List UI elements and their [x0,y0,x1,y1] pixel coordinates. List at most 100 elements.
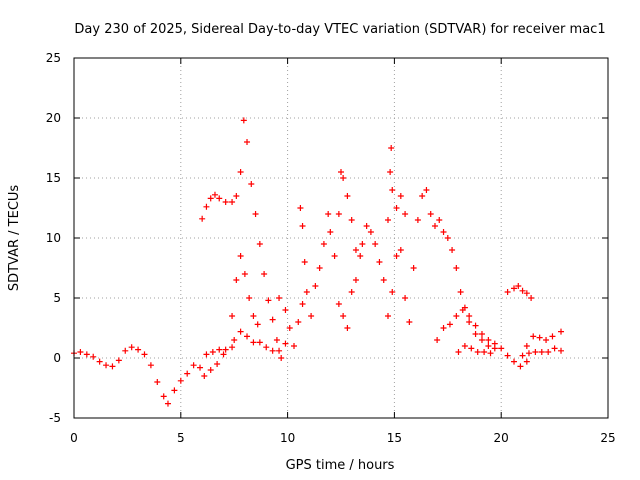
data-point [397,193,404,199]
data-point [211,191,218,198]
data-point [122,347,129,354]
data-point [216,195,223,202]
chart-title: Day 230 of 2025, Sidereal Day-to-day VTE… [74,22,605,37]
data-point [504,352,511,359]
data-point [472,322,479,329]
data-point [558,328,565,335]
data-point [472,331,479,337]
data-point [250,339,257,346]
x-tick-label: 5 [177,431,185,445]
data-point [515,283,522,289]
data-point [459,307,466,313]
data-point [316,265,323,271]
data-point [335,301,342,307]
data-point [282,307,289,313]
data-point [466,319,473,325]
data-point [229,344,236,351]
data-point [532,349,539,355]
data-point [299,223,306,229]
data-point [453,313,460,319]
data-point [384,217,391,223]
data-point [256,339,263,346]
data-point [457,289,464,295]
data-point [504,289,511,295]
data-point [207,195,214,202]
data-point [352,247,359,253]
data-point [344,193,351,199]
x-tick-label: 0 [70,431,78,445]
data-point [523,358,530,365]
data-points [71,117,565,407]
data-point [77,349,84,355]
data-point [263,344,270,351]
data-point [478,337,485,343]
y-tick-label: 25 [46,51,61,65]
data-point [444,235,451,241]
data-point [128,344,135,351]
y-tick-label: -5 [49,411,61,425]
data-point [517,363,524,370]
data-point [209,349,216,355]
data-point [312,283,319,289]
data-point [474,349,481,355]
x-tick-label: 15 [387,431,402,445]
data-point [335,211,342,217]
data-point [248,181,255,187]
data-point [528,295,535,301]
y-tick-label: 5 [53,291,61,305]
data-point [525,350,532,357]
data-point [197,364,204,371]
data-point [536,334,543,341]
data-point [241,271,248,277]
data-point [199,215,206,222]
data-point [340,175,347,181]
data-point [237,253,244,259]
data-point [282,340,289,347]
data-point [449,247,456,253]
data-point [256,241,263,247]
data-point [320,241,327,247]
data-point [348,217,355,223]
data-point [519,352,526,359]
data-point [357,253,364,259]
data-point [171,387,178,394]
data-point [340,313,347,319]
data-point [538,349,545,355]
data-point [419,193,426,199]
data-point [376,259,383,265]
data-point [96,358,103,365]
data-point [303,289,310,295]
data-point [397,247,404,253]
data-point [549,333,556,340]
x-tick-label: 10 [280,431,295,445]
data-point [440,229,447,235]
data-point [244,139,251,145]
y-tick-label: 20 [46,111,61,125]
data-point [160,393,167,400]
y-axis-label: SDTVAR / TECUs [7,185,22,292]
data-point [177,377,184,384]
data-point [519,287,526,294]
data-point [90,353,97,360]
data-point [233,193,240,199]
data-point [237,169,244,175]
data-point [410,265,417,271]
data-point [278,355,285,361]
data-point [203,203,210,210]
data-point [214,361,221,367]
data-point [372,241,379,247]
data-point [301,259,308,265]
data-point [109,363,116,370]
data-point [491,345,498,352]
data-point [276,295,283,301]
data-point [254,321,261,328]
data-point [222,199,229,205]
data-point [440,325,447,331]
data-point [468,345,475,352]
data-point [423,187,430,193]
data-point [481,349,488,355]
data-point [190,362,197,369]
data-point [511,358,518,365]
data-point [216,346,223,353]
